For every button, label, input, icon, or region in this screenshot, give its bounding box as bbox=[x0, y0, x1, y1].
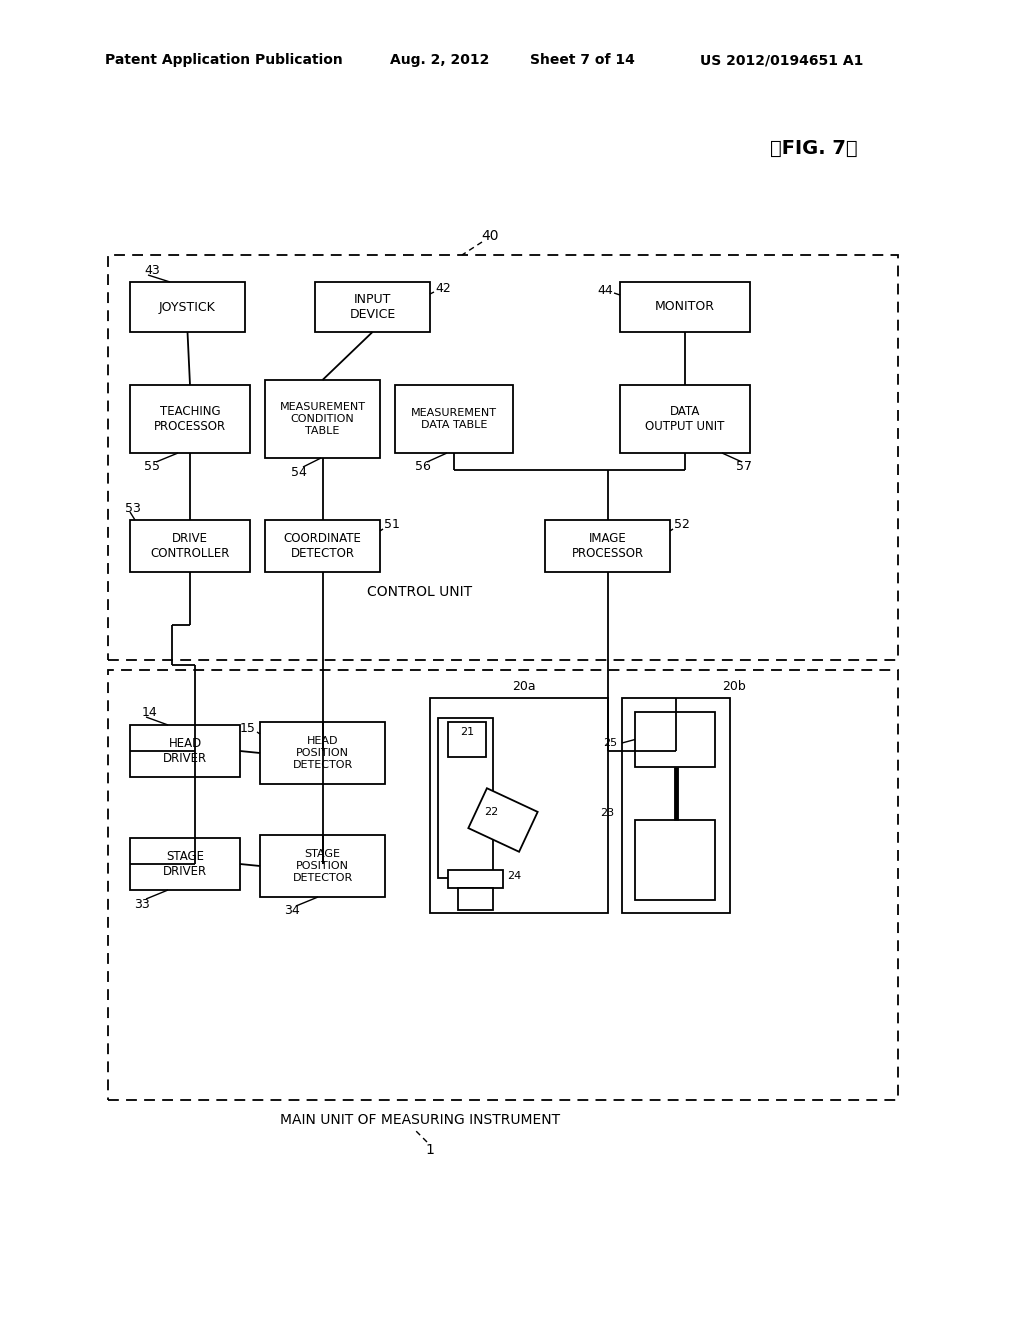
Bar bbox=[130, 725, 240, 777]
Text: 22: 22 bbox=[484, 807, 498, 817]
Bar bbox=[315, 282, 430, 333]
Text: MONITOR: MONITOR bbox=[655, 301, 715, 314]
Text: 15: 15 bbox=[240, 722, 256, 735]
Bar bbox=[265, 380, 380, 458]
Text: 34: 34 bbox=[284, 904, 300, 917]
Bar bbox=[449, 870, 503, 888]
Bar bbox=[130, 520, 250, 572]
Bar bbox=[395, 385, 513, 453]
Text: 23: 23 bbox=[600, 808, 614, 818]
Text: Patent Application Publication: Patent Application Publication bbox=[105, 53, 343, 67]
Bar bbox=[545, 520, 670, 572]
Text: DATA
OUTPUT UNIT: DATA OUTPUT UNIT bbox=[645, 405, 725, 433]
Bar bbox=[438, 718, 493, 878]
Text: HEAD
POSITION
DETECTOR: HEAD POSITION DETECTOR bbox=[293, 737, 352, 770]
Text: CONTROL UNIT: CONTROL UNIT bbox=[368, 585, 472, 599]
Bar bbox=[130, 385, 250, 453]
Text: 52: 52 bbox=[674, 519, 690, 532]
Bar bbox=[449, 722, 486, 756]
Text: 55: 55 bbox=[144, 461, 160, 474]
Text: 33: 33 bbox=[134, 898, 150, 911]
Text: Sheet 7 of 14: Sheet 7 of 14 bbox=[530, 53, 635, 67]
Bar bbox=[130, 282, 245, 333]
Text: 51: 51 bbox=[384, 519, 400, 532]
Text: MEASUREMENT
CONDITION
TABLE: MEASUREMENT CONDITION TABLE bbox=[280, 403, 366, 436]
Text: 14: 14 bbox=[142, 705, 158, 718]
Text: IMAGE
PROCESSOR: IMAGE PROCESSOR bbox=[571, 532, 643, 560]
Text: 53: 53 bbox=[125, 502, 141, 515]
Bar bbox=[265, 520, 380, 572]
Text: 25: 25 bbox=[603, 738, 617, 748]
Bar bbox=[620, 282, 750, 333]
Text: Aug. 2, 2012: Aug. 2, 2012 bbox=[390, 53, 489, 67]
Text: STAGE
DRIVER: STAGE DRIVER bbox=[163, 850, 207, 878]
Text: 54: 54 bbox=[291, 466, 307, 479]
Text: 40: 40 bbox=[481, 228, 499, 243]
Text: 20a: 20a bbox=[512, 680, 536, 693]
Bar bbox=[458, 888, 493, 909]
Text: 43: 43 bbox=[144, 264, 160, 276]
Text: INPUT
DEVICE: INPUT DEVICE bbox=[349, 293, 395, 321]
Text: 21: 21 bbox=[460, 727, 474, 737]
Text: MEASUREMENT
DATA TABLE: MEASUREMENT DATA TABLE bbox=[411, 408, 497, 430]
Text: TEACHING
PROCESSOR: TEACHING PROCESSOR bbox=[154, 405, 226, 433]
Text: COORDINATE
DETECTOR: COORDINATE DETECTOR bbox=[284, 532, 361, 560]
Text: 42: 42 bbox=[435, 281, 451, 294]
Text: MAIN UNIT OF MEASURING INSTRUMENT: MAIN UNIT OF MEASURING INSTRUMENT bbox=[280, 1113, 560, 1127]
Text: 44: 44 bbox=[597, 284, 613, 297]
Text: 57: 57 bbox=[736, 461, 752, 474]
Text: STAGE
POSITION
DETECTOR: STAGE POSITION DETECTOR bbox=[293, 849, 352, 883]
Text: HEAD
DRIVER: HEAD DRIVER bbox=[163, 737, 207, 766]
Text: 【FIG. 7】: 【FIG. 7】 bbox=[770, 139, 858, 157]
Bar bbox=[635, 820, 715, 900]
Bar bbox=[620, 385, 750, 453]
Text: DRIVE
CONTROLLER: DRIVE CONTROLLER bbox=[151, 532, 229, 560]
Bar bbox=[430, 698, 608, 913]
Text: 20b: 20b bbox=[722, 680, 745, 693]
Bar bbox=[635, 711, 715, 767]
Text: 56: 56 bbox=[415, 461, 431, 474]
Bar bbox=[130, 838, 240, 890]
Text: US 2012/0194651 A1: US 2012/0194651 A1 bbox=[700, 53, 863, 67]
Bar bbox=[108, 255, 898, 660]
Bar bbox=[260, 722, 385, 784]
Text: JOYSTICK: JOYSTICK bbox=[159, 301, 216, 314]
Text: 1: 1 bbox=[426, 1143, 434, 1158]
Bar bbox=[260, 836, 385, 898]
Bar bbox=[468, 788, 538, 851]
Text: 24: 24 bbox=[507, 871, 521, 880]
Bar bbox=[108, 671, 898, 1100]
Bar bbox=[622, 698, 730, 913]
